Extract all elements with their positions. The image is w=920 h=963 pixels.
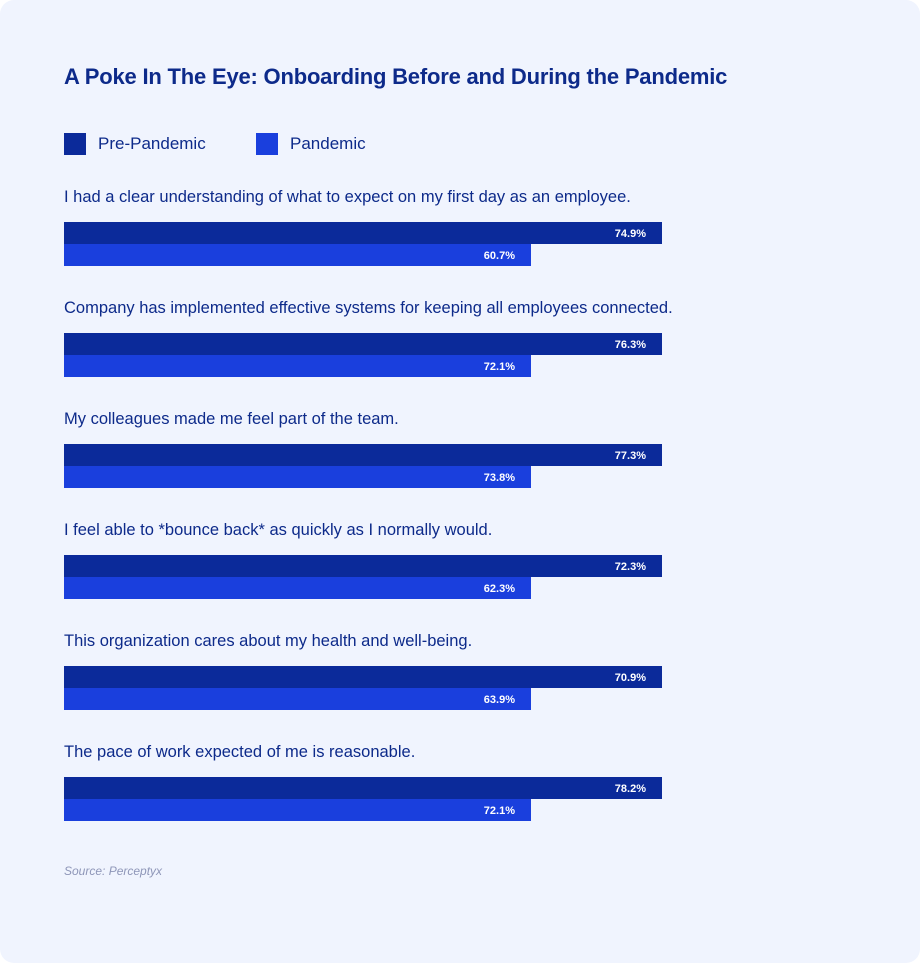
bar-value-label: 73.8% [484, 472, 515, 484]
bar-value-label: 77.3% [615, 450, 646, 462]
bar-pre-pandemic [64, 666, 662, 688]
bar-pre-pandemic [64, 777, 662, 799]
bar-value-label: 70.9% [615, 672, 646, 684]
bar-pandemic [64, 355, 531, 377]
legend-label-pre-pandemic: Pre-Pandemic [98, 134, 206, 153]
category-label: I feel able to *bounce back* as quickly … [64, 521, 492, 539]
bar-value-label: 72.1% [484, 805, 515, 817]
category-label: The pace of work expected of me is reaso… [64, 743, 415, 761]
bar-pre-pandemic [64, 222, 662, 244]
bar-pandemic [64, 466, 531, 488]
chart-title: A Poke In The Eye: Onboarding Before and… [64, 64, 728, 89]
legend-swatch-pandemic [256, 133, 278, 155]
bar-value-label: 76.3% [615, 339, 646, 351]
bar-value-label: 60.7% [484, 250, 515, 262]
source-note: Source: Perceptyx [64, 864, 163, 878]
bar-value-label: 72.3% [615, 561, 646, 573]
bar-value-label: 72.1% [484, 361, 515, 373]
legend-swatch-pre-pandemic [64, 133, 86, 155]
bar-pre-pandemic [64, 333, 662, 355]
bar-pre-pandemic [64, 555, 662, 577]
bar-pandemic [64, 577, 531, 599]
bar-pandemic [64, 244, 531, 266]
legend-label-pandemic: Pandemic [290, 134, 366, 153]
bar-pandemic [64, 799, 531, 821]
category-label: Company has implemented effective system… [64, 299, 673, 317]
bar-value-label: 62.3% [484, 583, 515, 595]
bar-value-label: 63.9% [484, 694, 515, 706]
category-label: This organization cares about my health … [64, 632, 472, 650]
bar-value-label: 74.9% [615, 228, 646, 240]
bar-pre-pandemic [64, 444, 662, 466]
category-label: My colleagues made me feel part of the t… [64, 410, 399, 428]
bar-pandemic [64, 688, 531, 710]
category-label: I had a clear understanding of what to e… [64, 188, 631, 206]
bar-value-label: 78.2% [615, 783, 646, 795]
